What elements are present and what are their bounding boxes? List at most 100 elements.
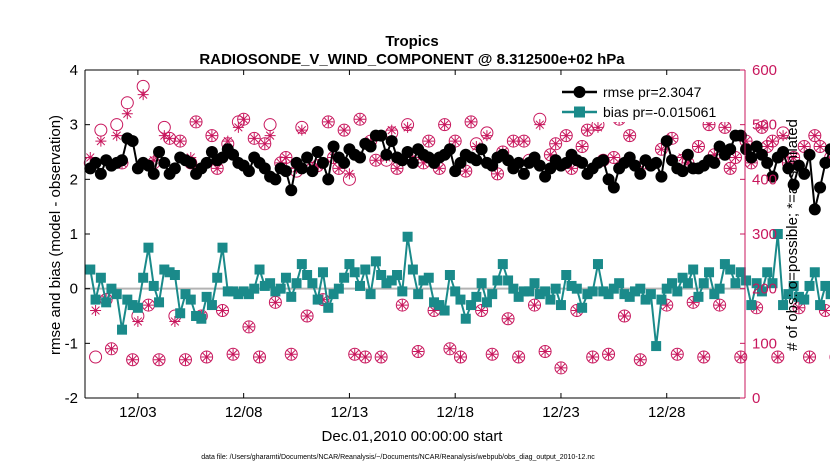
obs-assimilated-point xyxy=(370,154,382,166)
obs-assimilated-point xyxy=(322,116,334,128)
obs-assimilated-point xyxy=(132,315,144,327)
bias-point xyxy=(439,305,450,316)
obs-possible-point xyxy=(475,304,489,318)
obs-possible-point xyxy=(623,129,637,143)
y-tick-label: 0 xyxy=(70,281,78,298)
obs-assimilated-point xyxy=(729,151,741,163)
obs-assimilated-point xyxy=(227,348,239,360)
rmse-point xyxy=(94,167,107,180)
y-tick-label: -1 xyxy=(65,335,78,352)
bias-point xyxy=(154,297,165,308)
obs-possible-point xyxy=(697,350,711,364)
x-tick-label: 12/28 xyxy=(648,404,686,421)
bias-point xyxy=(614,278,625,289)
obs-possible-point xyxy=(226,347,240,361)
bias-point xyxy=(471,291,482,302)
bias-point xyxy=(212,272,223,283)
obs-assimilated-point xyxy=(566,162,578,174)
obs-assimilated-point xyxy=(719,121,731,133)
y-tick-label: 4 xyxy=(70,62,78,79)
obs-assimilated-point xyxy=(624,130,636,142)
bias-point xyxy=(355,280,365,291)
obs-assimilated-point xyxy=(724,162,736,174)
bias-point xyxy=(407,264,418,275)
bias-point xyxy=(476,278,487,289)
x-tick-label: 12/13 xyxy=(331,404,369,421)
rmse-point xyxy=(650,156,663,169)
bias-point xyxy=(524,286,535,297)
bias-point xyxy=(127,300,138,311)
obs-possible-point xyxy=(247,131,261,145)
bias-point xyxy=(228,286,239,297)
obs-possible-point xyxy=(358,350,372,364)
obs-assimilated-point xyxy=(354,113,366,125)
obs-possible-point xyxy=(216,304,229,318)
bias-point xyxy=(719,259,730,270)
obs-possible-point xyxy=(374,350,388,364)
rmse-point xyxy=(681,148,694,161)
obs-possible-point xyxy=(559,129,573,143)
bias-point xyxy=(688,264,699,275)
plot-area xyxy=(85,70,745,398)
bias-point xyxy=(280,272,291,283)
obs-possible-point xyxy=(633,353,647,367)
obs-possible-point xyxy=(163,131,177,145)
rmse-point xyxy=(607,181,620,194)
obs-possible-point xyxy=(766,134,779,148)
bias-point xyxy=(333,283,344,294)
obs-possible-point xyxy=(528,298,542,312)
bias-point xyxy=(767,278,778,289)
obs-assimilated-point xyxy=(301,310,313,322)
bias-point xyxy=(778,300,789,311)
bias-point xyxy=(756,286,767,297)
obs-assimilated-point xyxy=(819,305,830,317)
chart-subtitle: RADIOSONDE_V_WIND_COMPONENT @ 8.312500e+… xyxy=(199,51,625,68)
legend-box xyxy=(556,76,741,122)
obs-possible-point xyxy=(200,350,214,364)
bias-point xyxy=(360,264,371,275)
rmse-point xyxy=(279,165,292,178)
bias-point xyxy=(344,259,355,270)
bias-point xyxy=(809,267,820,278)
rmse-point xyxy=(777,146,790,158)
obs-possible-point xyxy=(237,112,251,126)
y2-tick-label: 300 xyxy=(752,226,777,243)
rmse-point xyxy=(380,148,393,161)
rmse-point xyxy=(147,167,160,180)
obs-assimilated-point xyxy=(211,162,223,174)
obs-assimilated-point xyxy=(655,143,667,155)
bias-point xyxy=(820,280,830,291)
obs-assimilated-point xyxy=(460,165,472,177)
obs-possible-point xyxy=(554,361,568,375)
bias-point xyxy=(709,289,720,300)
obs-assimilated-point xyxy=(751,302,763,314)
bias-point xyxy=(111,289,122,300)
bias-point xyxy=(672,286,683,297)
obs-assimilated-point xyxy=(576,141,588,153)
obs-possible-point xyxy=(670,347,684,361)
rmse-point xyxy=(517,167,530,180)
obs-assimilated-point xyxy=(529,299,541,311)
obs-assimilated-point xyxy=(386,124,398,136)
bias-point xyxy=(577,302,588,313)
rmse-point xyxy=(824,143,830,156)
bias-point xyxy=(85,264,96,275)
obs-assimilated-point xyxy=(153,354,165,366)
obs-assimilated-point xyxy=(158,130,170,142)
obs-assimilated-point xyxy=(682,157,694,169)
rmse-point xyxy=(385,135,398,148)
obs-assimilated-point xyxy=(111,130,123,142)
obs-possible-point xyxy=(178,353,192,367)
rmse-point xyxy=(364,140,377,153)
y2-tick-label: 600 xyxy=(752,62,777,79)
bias-point xyxy=(693,291,704,302)
rmse-point xyxy=(126,135,139,148)
obs-assimilated-point xyxy=(217,305,228,317)
obs-possible-point xyxy=(279,150,293,164)
bias-point xyxy=(661,283,672,294)
legend: rmse pr=2.3047 bias pr=-0.015061 xyxy=(556,76,741,122)
y2-tick-label: 0 xyxy=(752,390,760,407)
obs-assimilated-point xyxy=(502,313,514,325)
obs-possible-point xyxy=(586,350,600,364)
bias-point xyxy=(793,291,804,302)
